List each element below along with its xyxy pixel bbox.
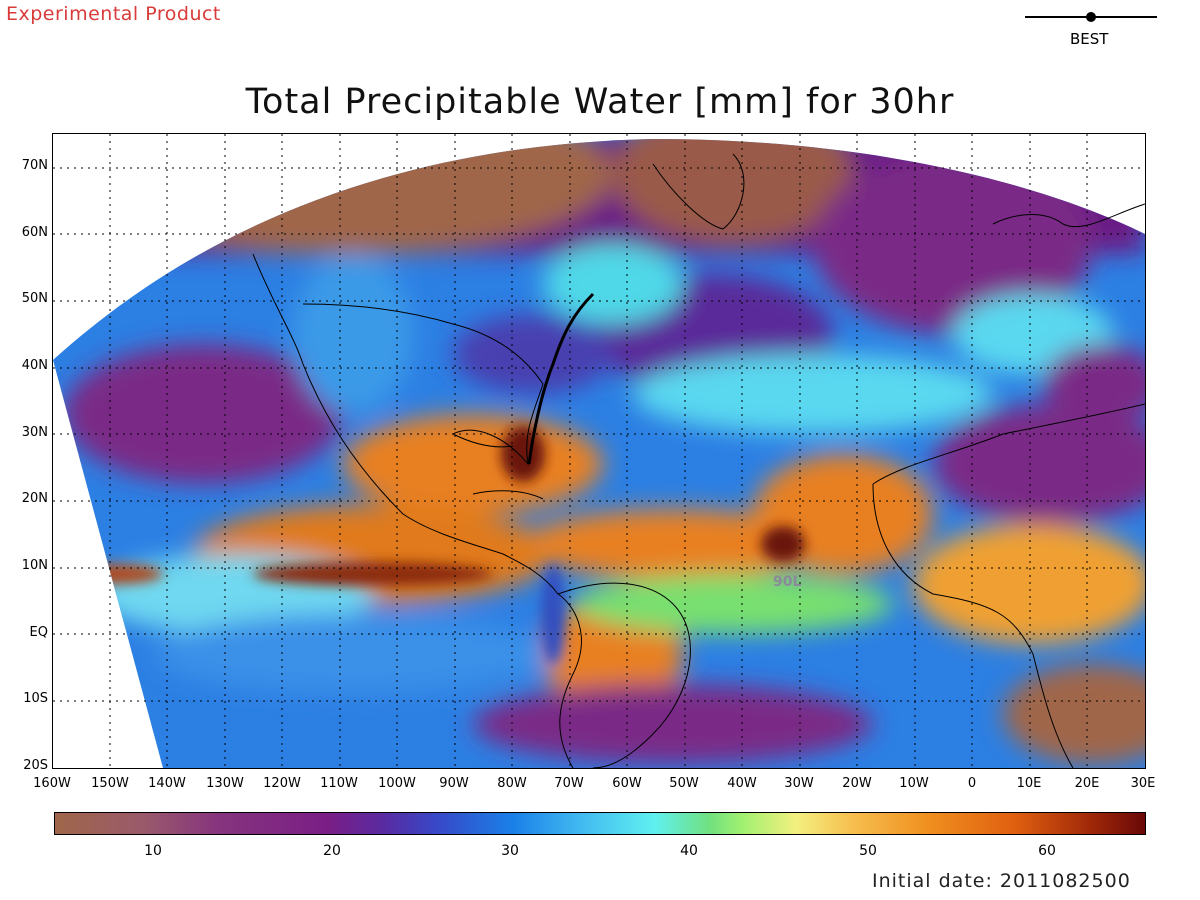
lat-label: 30N xyxy=(21,425,48,440)
lon-label: 30E xyxy=(1130,776,1156,791)
colorbar-tick-label: 50 xyxy=(859,843,877,859)
lon-label: 140W xyxy=(148,776,186,791)
lat-label: 20S xyxy=(23,758,48,773)
best-track-dot-icon xyxy=(1086,12,1096,22)
lon-label: 0 xyxy=(967,776,977,791)
lon-label: 10W xyxy=(899,776,929,791)
lon-label: 40W xyxy=(727,776,757,791)
colorbar-tick-label: 30 xyxy=(501,843,519,859)
lon-label: 20E xyxy=(1074,776,1100,791)
colorbar-tick-label: 10 xyxy=(144,843,162,859)
lon-label: 150W xyxy=(91,776,129,791)
colorbar-tick-label: 40 xyxy=(680,843,698,859)
lon-label: 60W xyxy=(612,776,642,791)
lon-label: 120W xyxy=(263,776,301,791)
lon-label: 110W xyxy=(320,776,358,791)
lon-label: 70W xyxy=(554,776,584,791)
best-track-label: BEST xyxy=(1070,30,1109,48)
best-track-legend: BEST xyxy=(1025,8,1157,50)
lon-label: 10E xyxy=(1016,776,1042,791)
data-field xyxy=(53,139,1145,768)
lon-label: 130W xyxy=(206,776,244,791)
lat-label: 10N xyxy=(21,558,48,573)
colorbar-tick-label: 60 xyxy=(1038,843,1056,859)
coastlines xyxy=(252,153,1145,768)
precipitable-water-map: 90L xyxy=(52,133,1146,769)
map-title: Total Precipitable Water [mm] for 30hr xyxy=(245,82,955,122)
map-svg: 90L xyxy=(53,134,1145,768)
graticule xyxy=(53,134,1145,768)
lon-label: 30W xyxy=(784,776,814,791)
lat-label: 60N xyxy=(21,225,48,240)
lon-label: 100W xyxy=(378,776,416,791)
lon-label: 90W xyxy=(439,776,469,791)
lon-label: 50W xyxy=(669,776,699,791)
experimental-product-label: Experimental Product xyxy=(6,3,221,25)
lon-label: 160W xyxy=(33,776,71,791)
lat-label: 20N xyxy=(21,491,48,506)
storm-label-90l: 90L xyxy=(773,574,801,590)
lon-label: 20W xyxy=(842,776,872,791)
lat-label: EQ xyxy=(29,625,48,640)
lat-label: 10S xyxy=(23,691,48,706)
lat-label: 70N xyxy=(21,158,48,173)
initial-date: Initial date: 2011082500 xyxy=(872,870,1131,892)
colorbar xyxy=(54,812,1146,835)
hurricane-best-track xyxy=(527,292,595,465)
lon-label: 80W xyxy=(497,776,527,791)
lat-label: 40N xyxy=(21,358,48,373)
colorbar-tick-label: 20 xyxy=(323,843,341,859)
lat-label: 50N xyxy=(21,291,48,306)
